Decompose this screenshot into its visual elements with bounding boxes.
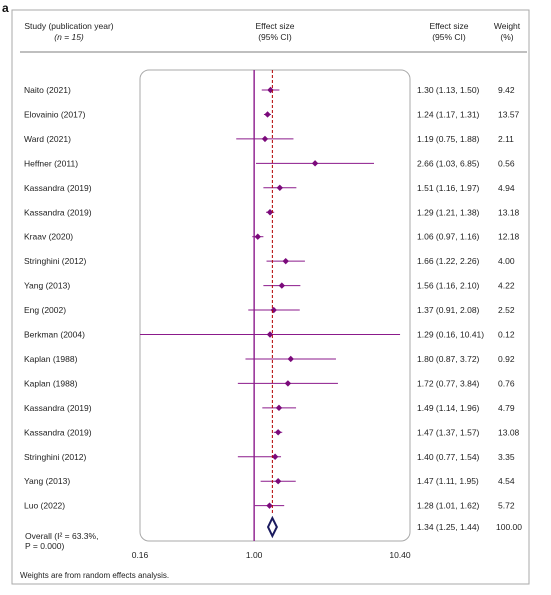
effect-ci-text: 1.56 (1.16, 2.10) <box>417 281 480 291</box>
header-study-n: (n = 15) <box>54 32 84 42</box>
study-label: Eng (2002) <box>24 305 66 315</box>
effect-ci-text: 1.72 (0.77, 3.84) <box>417 378 480 388</box>
effect-ci-text: 1.29 (0.16, 10.41) <box>417 330 484 340</box>
point-estimate <box>282 257 289 265</box>
overall-row: Overall (I² = 63.3%,P = 0.000) 1.34 (1.25… <box>25 515 522 551</box>
effect-ci-text: 1.29 (1.21, 1.38) <box>417 207 480 217</box>
x-axis: 0.16 1.00 10.40 <box>132 70 411 560</box>
weight-text: 13.08 <box>498 427 520 437</box>
weight-text: 2.52 <box>498 305 515 315</box>
effect-ci-text: 1.19 (0.75, 1.88) <box>417 134 480 144</box>
point-estimate <box>274 429 282 436</box>
study-label: Elovainio (2017) <box>24 109 86 119</box>
weight-text: 13.57 <box>498 109 520 119</box>
point-estimate <box>264 111 271 118</box>
header-weight-unit: (%) <box>500 32 513 42</box>
effect-ci-text: 1.66 (1.22, 2.26) <box>417 256 480 266</box>
study-label: Stringhini (2012) <box>24 256 87 266</box>
x-tick-label: 0.16 <box>132 550 149 560</box>
point-estimate <box>275 404 283 412</box>
header-effect-size-right: Effect size <box>429 21 468 31</box>
effect-ci-text: 1.06 (0.97, 1.16) <box>417 232 480 242</box>
header-weight: Weight <box>494 21 521 31</box>
study-label: Kaplan (1988) <box>24 378 78 388</box>
study-label: Kaplan (1988) <box>24 354 78 364</box>
weight-text: 0.92 <box>498 354 515 364</box>
study-label: Naito (2021) <box>24 85 71 95</box>
point-estimate <box>261 135 269 143</box>
header-effect-size-mid: Effect size <box>255 21 294 31</box>
study-label: Kassandra (2019) <box>24 427 92 437</box>
header-effect-ci-mid: (95% CI) <box>258 32 292 42</box>
study-label: Luo (2022) <box>24 501 65 511</box>
weight-text: 2.11 <box>498 134 514 144</box>
weight-text: 0.56 <box>498 158 515 168</box>
footnote: Weights are from random effects analysis… <box>20 571 169 580</box>
effect-ci-text: 1.37 (0.91, 2.08) <box>417 305 480 315</box>
effect-ci-text: 1.30 (1.13, 1.50) <box>417 85 480 95</box>
weight-text: 4.22 <box>498 281 515 291</box>
effect-ci-text: 1.47 (1.11, 1.95) <box>417 476 479 486</box>
weight-text: 3.35 <box>498 452 515 462</box>
point-estimate <box>270 306 277 314</box>
point-estimate <box>266 502 273 509</box>
point-estimate <box>284 380 292 387</box>
study-label: Stringhini (2012) <box>24 452 87 462</box>
point-estimate <box>254 233 261 240</box>
study-label: Kassandra (2019) <box>24 207 92 217</box>
panel-label: a <box>2 1 9 15</box>
overall-weight-text: 100.00 <box>496 522 522 532</box>
overall-effect-ci-text: 1.34 (1.25, 1.44) <box>417 522 480 532</box>
overall-label: Overall (I² = 63.3%, <box>25 531 98 541</box>
weight-text: 4.54 <box>498 476 515 486</box>
effect-ci-text: 2.66 (1.03, 6.85) <box>417 158 480 168</box>
point-estimate <box>271 453 279 460</box>
effect-ci-text: 1.80 (0.87, 3.72) <box>417 354 480 364</box>
study-label: Heffner (2011) <box>24 158 78 168</box>
point-estimate <box>287 355 294 363</box>
effect-ci-text: 1.49 (1.14, 1.96) <box>417 403 480 413</box>
overall-diamond <box>266 515 278 539</box>
effect-ci-text: 1.47 (1.37, 1.57) <box>417 427 480 437</box>
effect-ci-text: 1.28 (1.01, 1.62) <box>417 501 480 511</box>
weight-text: 0.76 <box>498 378 515 388</box>
study-rows: Naito (2021) 1.30 (1.13, 1.50) 9.42 Elovain… <box>24 85 520 511</box>
plot-area-box <box>139 69 411 542</box>
study-label: Kraav (2020) <box>24 232 73 242</box>
weight-text: 4.94 <box>498 183 515 193</box>
weight-text: 4.79 <box>498 403 515 413</box>
header-effect-ci-right: (95% CI) <box>432 32 466 42</box>
point-estimate <box>274 478 282 485</box>
point-estimate <box>311 160 319 167</box>
effect-ci-text: 1.24 (1.17, 1.31) <box>417 109 480 119</box>
point-estimate <box>278 282 286 289</box>
study-label: Berkman (2004) <box>24 330 85 340</box>
study-label: Kassandra (2019) <box>24 403 92 413</box>
point-estimate <box>266 209 274 216</box>
x-tick-label: 10.40 <box>389 550 411 560</box>
weight-text: 9.42 <box>498 85 515 95</box>
header-study: Study (publication year) <box>24 21 113 31</box>
outer-frame <box>11 9 530 585</box>
overall-label-p: P = 0.000) <box>25 541 64 551</box>
study-label: Yang (2013) <box>24 476 70 486</box>
weight-text: 0.12 <box>498 330 515 340</box>
point-estimate <box>266 331 274 338</box>
point-estimate <box>276 184 284 191</box>
study-label: Kassandra (2019) <box>24 183 92 193</box>
effect-ci-text: 1.40 (0.77, 1.54) <box>417 452 480 462</box>
weight-text: 13.18 <box>498 207 520 217</box>
weight-text: 5.72 <box>498 501 515 511</box>
x-tick-label: 1.00 <box>246 550 263 560</box>
weight-text: 12.18 <box>498 232 520 242</box>
study-label: Yang (2013) <box>24 281 70 291</box>
weight-text: 4.00 <box>498 256 515 266</box>
study-label: Ward (2021) <box>24 134 71 144</box>
effect-ci-text: 1.51 (1.16, 1.97) <box>417 183 480 193</box>
